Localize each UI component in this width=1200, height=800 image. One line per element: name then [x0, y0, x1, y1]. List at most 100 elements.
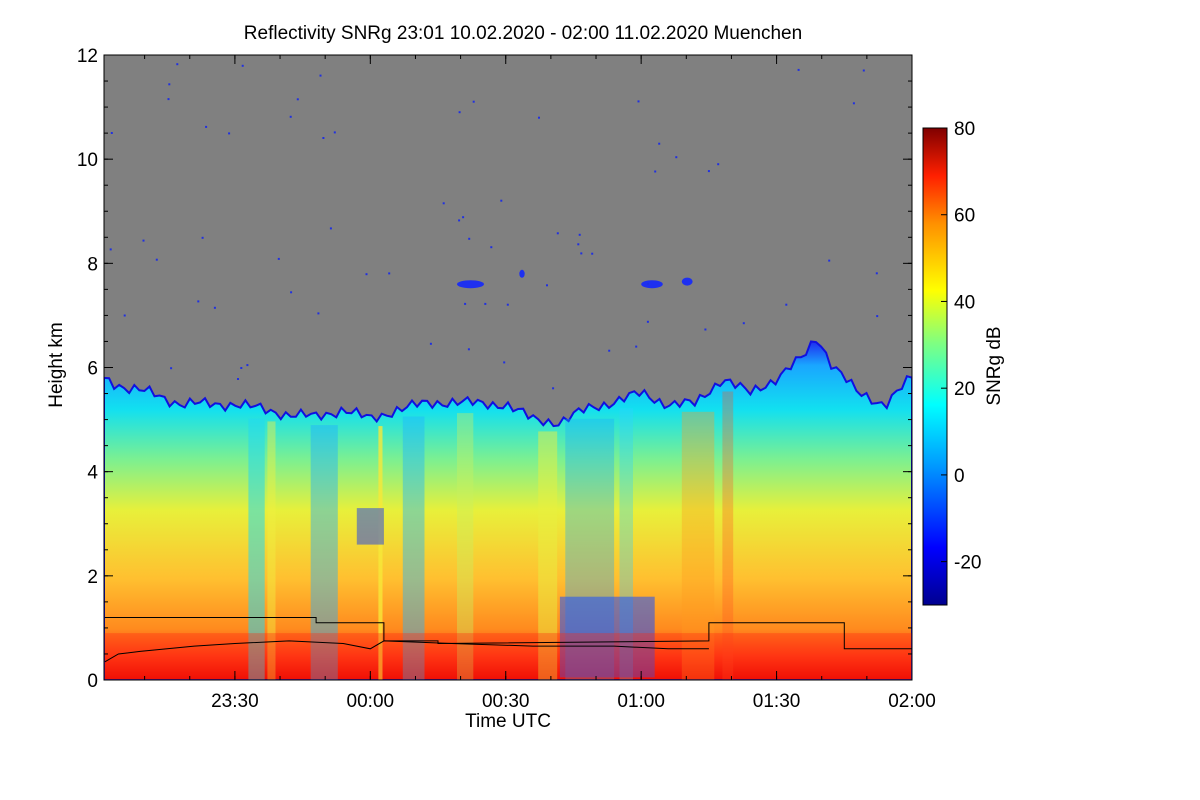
noise-speckle: [717, 163, 720, 166]
fall-streak: [378, 426, 383, 680]
noise-speckle: [785, 303, 788, 306]
x-tick-label: 00:00: [347, 691, 395, 712]
colorbar-scale: [922, 127, 948, 606]
noise-speckle: [828, 259, 831, 262]
noise-speckle: [319, 74, 322, 77]
noise-speckle: [277, 257, 280, 260]
noise-speckle: [388, 272, 391, 275]
noise-speckle: [123, 314, 126, 317]
overlay-line-lower: [104, 640, 709, 663]
noise-speckle: [464, 302, 467, 305]
noise-speckle: [197, 300, 200, 303]
fall-streak: [457, 413, 474, 680]
noise-speckle: [289, 115, 292, 118]
noise-speckle: [797, 68, 800, 71]
x-axis-label: Time UTC: [465, 711, 551, 732]
noise-speckle: [462, 216, 465, 219]
x-axis: 23:30 00:00 00:30 01:00 01:30 02:00: [144, 55, 936, 712]
y-tick-label: 12: [77, 46, 98, 67]
overlay-lines: [104, 617, 912, 663]
y-tick-label: 2: [87, 567, 98, 588]
plot-area: [104, 55, 912, 680]
noise-speckle: [201, 236, 204, 239]
noise-speckle: [646, 320, 649, 323]
colorbar-tick-label: 40: [954, 292, 975, 313]
noise-speckle: [704, 328, 707, 331]
fall-streak: [248, 418, 265, 680]
colorbar-tick-label: 20: [954, 379, 975, 400]
low-echo-cell: [559, 596, 655, 678]
noise-speckle: [296, 98, 299, 101]
noise-speckle: [500, 199, 503, 202]
echo-region: [104, 341, 912, 680]
noise-speckle: [167, 98, 170, 101]
noise-speckle: [580, 252, 583, 255]
noise-speckle: [556, 232, 559, 235]
x-tick-label: 01:00: [617, 691, 665, 712]
upper-echo-patch: [681, 277, 693, 286]
noise-speckle: [329, 227, 332, 230]
noise-speckle: [852, 102, 855, 105]
noise-speckle: [646, 282, 649, 285]
noise-speckle: [468, 237, 471, 240]
noise-speckle: [503, 361, 506, 364]
noise-speckle: [333, 131, 336, 134]
noise-speckle: [365, 273, 368, 276]
upper-echo-patch: [519, 269, 525, 278]
noise-speckle: [658, 142, 661, 145]
colorbar-ticks: -20 0 20 40 60 80: [941, 119, 981, 574]
x-tick-label: 02:00: [888, 691, 936, 712]
noise-speckle: [110, 132, 113, 134]
colorbar-tick-label: 60: [954, 206, 975, 227]
echo-top-edge: [104, 340, 912, 680]
y-axis: 0 2 4 6 8 10 12: [77, 46, 912, 692]
noise-speckle: [577, 243, 580, 246]
fall-streak: [722, 391, 734, 680]
overlay-line-upper: [104, 617, 912, 650]
noise-speckle: [876, 315, 879, 318]
noise-speckle: [608, 349, 611, 352]
fall-streak: [538, 431, 558, 680]
noise-speckle: [675, 156, 678, 159]
x-tick-label: 23:30: [211, 691, 259, 712]
colorbar: -20 0 20 40 60 80 SNRg dB: [922, 119, 1005, 606]
noise-speckle: [506, 303, 509, 306]
noise-speckle: [168, 83, 171, 86]
colorbar-tick-label: 0: [954, 466, 965, 487]
x-tick-label: 00:30: [482, 691, 530, 712]
noise-speckle: [213, 306, 216, 309]
noise-speckle: [654, 170, 657, 173]
noise-speckle: [578, 233, 581, 236]
chart-title: Reflectivity SNRg 23:01 10.02.2020 - 02:…: [244, 23, 802, 44]
noise-speckle: [742, 322, 745, 325]
upper-echo-patch: [641, 280, 663, 289]
noise-speckle: [490, 246, 493, 249]
colorbar-tick-label: 80: [954, 119, 975, 140]
noise-speckle: [176, 63, 179, 66]
noise-speckles: [109, 63, 879, 390]
noise-speckle: [109, 248, 112, 251]
y-tick-label: 8: [87, 254, 98, 275]
noise-speckle: [246, 364, 249, 367]
noise-speckle: [635, 345, 638, 348]
y-axis-label: Height km: [46, 322, 67, 408]
noise-speckle: [484, 302, 487, 305]
noise-speckle: [546, 284, 548, 287]
noise-speckle: [472, 100, 475, 103]
noise-speckle: [591, 252, 594, 255]
noise-speckle: [322, 137, 325, 139]
noise-speckle: [458, 111, 461, 114]
upper-echo-patch: [457, 280, 484, 289]
noise-speckle: [707, 170, 710, 173]
low-echo-cell: [356, 508, 384, 545]
noise-speckle: [155, 258, 158, 261]
colorbar-label: SNRg dB: [984, 326, 1005, 405]
noise-speckle: [458, 219, 461, 222]
noise-speckle: [442, 202, 445, 205]
y-tick-label: 0: [87, 671, 98, 692]
noise-speckle: [237, 378, 239, 380]
noise-speckle: [317, 312, 320, 315]
noise-speckle: [875, 272, 878, 275]
noise-speckle: [142, 239, 145, 242]
fall-streak: [310, 425, 338, 680]
